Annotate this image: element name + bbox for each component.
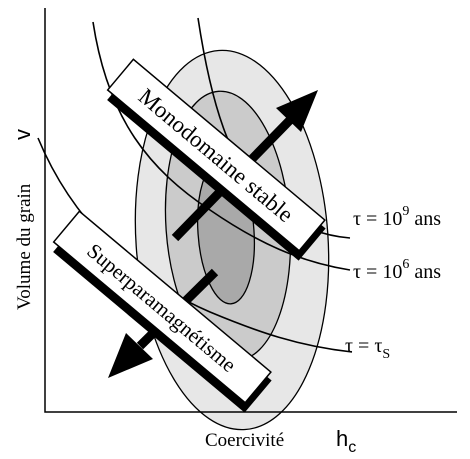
arrow-down-head [108,333,153,378]
tau-blocking-curve [37,137,353,353]
tau-1e6-label: τ = 106 ans [353,257,441,283]
axes [44,8,457,413]
x-axis-symbol: hc [336,426,356,456]
x-axis-label: Coercivité [205,430,284,451]
tau-blocking-label: τ = τS [345,335,390,362]
tau-1e9-label: τ = 109 ans [353,204,441,230]
y-axis-symbol: v [10,129,35,140]
arrow-up-head [276,90,318,132]
y-axis-label: Volume du grain [14,183,35,310]
